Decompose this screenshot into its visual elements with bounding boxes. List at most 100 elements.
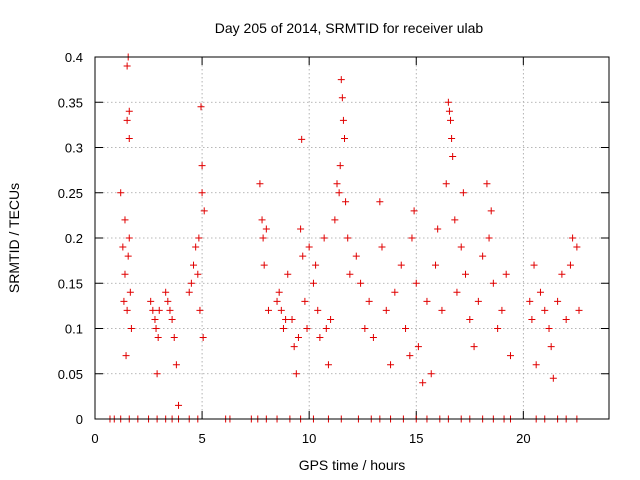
data-point <box>187 279 195 287</box>
data-point <box>275 288 283 296</box>
data-point <box>172 361 180 369</box>
data-point <box>175 401 183 409</box>
data-point <box>294 334 302 342</box>
y-tick-label: 0.05 <box>58 367 83 382</box>
data-point <box>479 252 487 260</box>
x-tick-label: 5 <box>198 431 205 446</box>
data-point <box>125 107 133 115</box>
x-tick-label: 10 <box>302 431 316 446</box>
y-tick-label: 0.2 <box>65 231 83 246</box>
data-point <box>335 189 343 197</box>
data-points <box>106 53 583 423</box>
data-point <box>260 261 268 269</box>
data-point <box>303 325 311 332</box>
data-point <box>123 116 131 124</box>
data-point <box>147 297 155 305</box>
data-point <box>554 297 562 305</box>
data-point <box>419 379 427 387</box>
data-point <box>305 243 313 251</box>
data-point <box>121 270 129 278</box>
data-point <box>391 288 399 296</box>
data-point <box>120 297 128 305</box>
data-point <box>344 234 352 242</box>
data-point <box>438 306 446 314</box>
data-point <box>378 243 386 251</box>
data-point <box>123 62 131 70</box>
y-tick-label: 0.1 <box>65 322 83 337</box>
data-point <box>196 306 204 314</box>
data-point <box>445 107 453 115</box>
data-point <box>341 134 349 142</box>
data-point <box>547 343 555 351</box>
data-point <box>324 361 332 369</box>
y-tick-label: 0.15 <box>58 276 83 291</box>
data-point <box>312 261 320 269</box>
x-tick-label: 15 <box>409 431 423 446</box>
data-point <box>365 297 373 305</box>
data-point <box>127 325 135 332</box>
data-point <box>336 162 344 170</box>
data-point <box>288 315 296 323</box>
y-tick-label: 0.25 <box>58 186 83 201</box>
data-point <box>447 116 455 124</box>
data-point <box>566 261 574 269</box>
x-axis-label: GPS time / hours <box>299 457 406 473</box>
data-point <box>170 334 178 342</box>
data-point <box>198 162 206 170</box>
grid-lines <box>95 57 609 419</box>
y-axis-label: SRMTID / TECUs <box>6 183 22 293</box>
data-point <box>414 343 422 351</box>
data-point <box>258 216 266 224</box>
data-point <box>194 270 202 278</box>
data-point <box>262 225 270 233</box>
data-point <box>198 189 206 197</box>
data-point <box>434 225 442 233</box>
chart-title: Day 205 of 2014, SRMTID for receiver ula… <box>215 20 484 36</box>
data-point <box>410 207 418 215</box>
data-point <box>124 252 132 260</box>
data-point <box>549 374 557 382</box>
data-point <box>459 189 467 197</box>
data-point <box>562 315 570 323</box>
data-point <box>451 216 459 224</box>
data-point <box>331 216 339 224</box>
data-point <box>528 315 536 323</box>
data-point <box>164 297 172 305</box>
data-point <box>154 334 162 342</box>
y-tick-label: 0 <box>76 412 83 427</box>
data-point <box>122 352 130 360</box>
data-point <box>121 216 129 224</box>
data-point <box>279 325 287 332</box>
data-point <box>199 334 207 342</box>
data-point <box>155 306 163 314</box>
data-point <box>151 315 159 323</box>
data-point <box>569 234 577 242</box>
data-point <box>149 306 157 314</box>
data-point <box>316 334 324 342</box>
data-point <box>536 288 544 296</box>
data-point <box>474 297 482 305</box>
data-point <box>153 370 161 378</box>
data-point <box>573 243 581 251</box>
data-point <box>489 279 497 287</box>
data-point <box>123 306 131 314</box>
data-point <box>117 189 125 197</box>
data-point <box>166 306 174 314</box>
data-point <box>494 325 502 332</box>
data-point <box>483 180 491 188</box>
data-point <box>162 288 170 296</box>
data-point <box>338 94 346 102</box>
data-point <box>376 198 384 206</box>
data-point <box>327 315 335 323</box>
data-point <box>387 361 395 369</box>
data-point <box>299 252 307 260</box>
axis-ticks: 0 0.05 0.1 0.15 0.2 0.25 0.3 0.35 0.4 0 5 10 15 20 <box>58 50 609 446</box>
data-point <box>432 261 440 269</box>
x-tick-label: 20 <box>516 431 530 446</box>
data-point <box>197 103 205 111</box>
data-point <box>427 370 435 378</box>
data-point <box>284 270 292 278</box>
data-point <box>339 116 347 124</box>
data-point <box>369 334 377 342</box>
data-point <box>457 243 465 251</box>
